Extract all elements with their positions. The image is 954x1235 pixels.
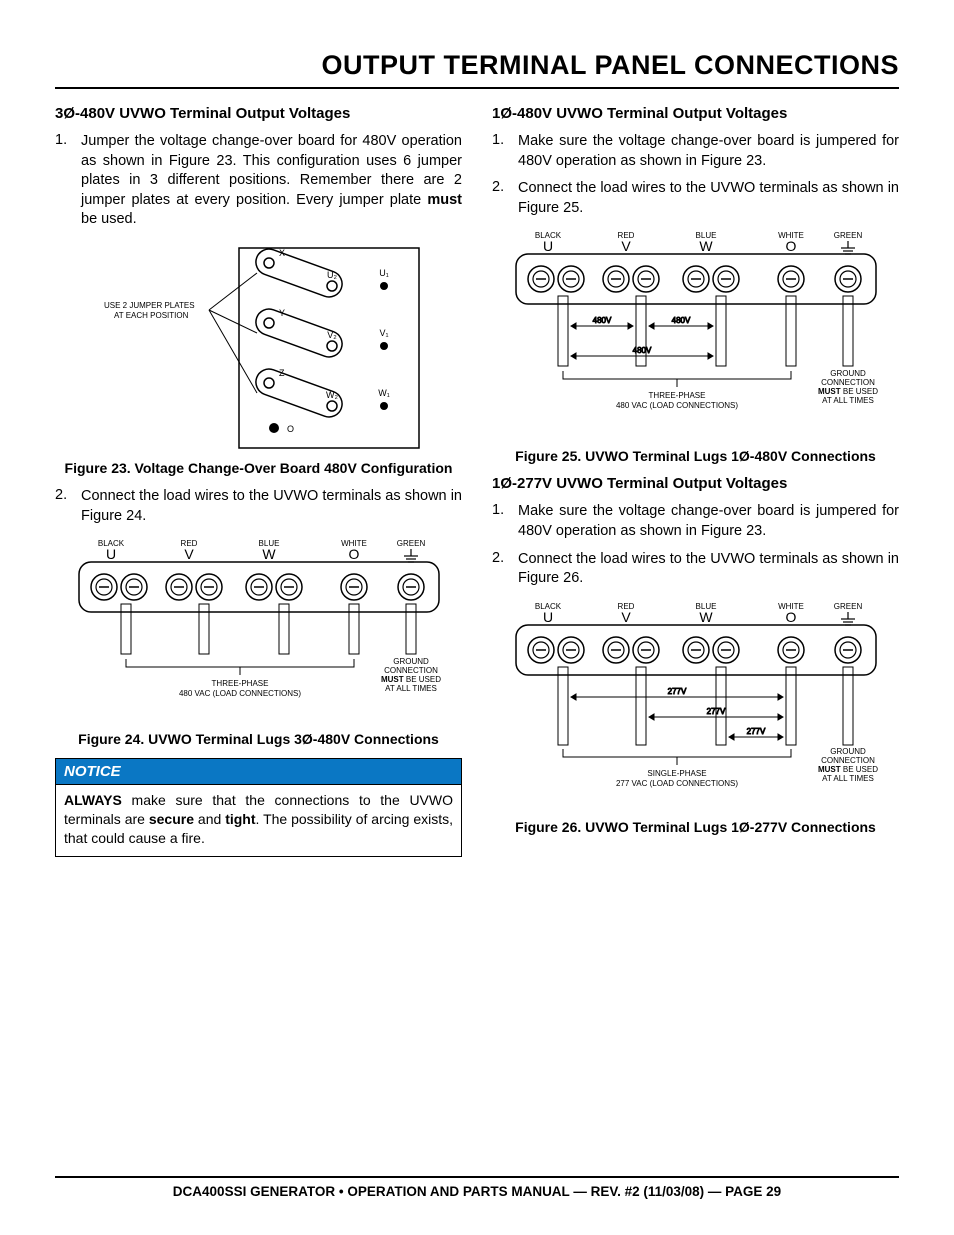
svg-text:CONNECTION: CONNECTION [821, 378, 875, 387]
left-subhead-1: 3Ø-480V UVWO Terminal Output Voltages [55, 105, 462, 122]
svg-text:V₁: V₁ [379, 328, 388, 338]
svg-text:AT ALL TIMES: AT ALL TIMES [822, 774, 874, 783]
svg-text:Y: Y [279, 308, 285, 318]
svg-text:O: O [785, 609, 796, 625]
svg-text:USE 2 JUMPER PLATES: USE 2 JUMPER PLATES [104, 301, 195, 310]
list-text: Jumper the voltage change-over board for… [81, 132, 462, 230]
footer-rule [55, 1176, 899, 1178]
svg-text:GROUND: GROUND [830, 369, 866, 378]
left-column: 3Ø-480V UVWO Terminal Output Voltages 1.… [55, 103, 462, 857]
svg-text:O: O [348, 546, 359, 562]
title-rule [55, 87, 899, 89]
svg-text:U₁: U₁ [379, 268, 389, 278]
right-column: 1Ø-480V UVWO Terminal Output Voltages 1.… [492, 103, 899, 857]
svg-text:MUST BE USED: MUST BE USED [817, 765, 877, 774]
svg-text:277V: 277V [706, 707, 725, 716]
svg-text:CONNECTION: CONNECTION [821, 756, 875, 765]
svg-text:MUST BE USED: MUST BE USED [380, 675, 440, 684]
svg-text:O: O [287, 424, 294, 434]
svg-text:THREE-PHASE: THREE-PHASE [211, 679, 268, 688]
svg-text:W: W [262, 546, 276, 562]
svg-text:V: V [621, 609, 631, 625]
svg-text:O: O [785, 238, 796, 254]
figure-24-caption: Figure 24. UVWO Terminal Lugs 3Ø-480V Co… [55, 730, 462, 748]
svg-text:GREEN: GREEN [833, 602, 862, 611]
list-text: Connect the load wires to the UVWO termi… [81, 487, 462, 526]
two-column-body: 3Ø-480V UVWO Terminal Output Voltages 1.… [55, 103, 899, 857]
svg-text:GREEN: GREEN [833, 231, 862, 240]
svg-text:AT ALL TIMES: AT ALL TIMES [385, 684, 437, 693]
figure-25: BLACK U RED V BLUE W WHITE O GREEN [492, 226, 899, 441]
svg-text:480 VAC (LOAD CONNECTIONS): 480 VAC (LOAD CONNECTIONS) [615, 401, 737, 410]
svg-text:GROUND: GROUND [830, 747, 866, 756]
svg-text:480V: 480V [592, 316, 611, 325]
list-num: 1. [55, 132, 71, 230]
terminal-lugs-1ph-480v-svg: BLACK U RED V BLUE W WHITE O GREEN [496, 226, 896, 441]
left-list-1: 1. Jumper the voltage change-over board … [55, 132, 462, 230]
svg-text:U₂: U₂ [327, 270, 337, 280]
svg-text:480 VAC (LOAD CONNECTIONS): 480 VAC (LOAD CONNECTIONS) [178, 689, 300, 698]
svg-text:U: U [105, 546, 115, 562]
notice-header: NOTICE [56, 759, 461, 785]
svg-text:480V: 480V [671, 316, 690, 325]
figure-23-caption: Figure 23. Voltage Change-Over Board 480… [55, 459, 462, 477]
right-subhead-1: 1Ø-480V UVWO Terminal Output Voltages [492, 105, 899, 122]
svg-text:277V: 277V [667, 687, 686, 696]
figure-26-caption: Figure 26. UVWO Terminal Lugs 1Ø-277V Co… [492, 818, 899, 836]
svg-text:V: V [621, 238, 631, 254]
figure-26: BLACK U RED V BLUE W WHITE O GREEN [492, 597, 899, 812]
svg-text:W₁: W₁ [378, 388, 390, 398]
figure-25-caption: Figure 25. UVWO Terminal Lugs 1Ø-480V Co… [492, 447, 899, 465]
list-num: 2. [55, 487, 71, 526]
svg-text:480V: 480V [632, 346, 651, 355]
svg-text:V: V [184, 546, 194, 562]
notice-body: ALWAYS make sure that the connections to… [56, 785, 461, 856]
left-list-2: 2. Connect the load wires to the UVWO te… [55, 487, 462, 526]
svg-text:SINGLE-PHASE: SINGLE-PHASE [647, 769, 706, 778]
svg-text:W: W [699, 238, 713, 254]
right-list-2: 1.Make sure the voltage change-over boar… [492, 502, 899, 588]
figure-23: U₁ V₁ W₁ O X U₂ [55, 238, 462, 453]
page-footer: DCA400SSI GENERATOR • OPERATION AND PART… [55, 1176, 899, 1199]
notice-box: NOTICE ALWAYS make sure that the connect… [55, 758, 462, 857]
svg-text:277 VAC (LOAD CONNECTIONS): 277 VAC (LOAD CONNECTIONS) [615, 779, 737, 788]
right-subhead-2: 1Ø-277V UVWO Terminal Output Voltages [492, 475, 899, 492]
footer-text: DCA400SSI GENERATOR • OPERATION AND PART… [55, 1184, 899, 1199]
svg-text:AT ALL TIMES: AT ALL TIMES [822, 396, 874, 405]
figure-24: BLACK U RED V BLUE W WHITE O GREEN [55, 534, 462, 724]
terminal-lugs-1ph-277v-svg: BLACK U RED V BLUE W WHITE O GREEN [496, 597, 896, 812]
svg-text:THREE-PHASE: THREE-PHASE [648, 391, 705, 400]
svg-text:X: X [279, 248, 285, 258]
terminal-lugs-3ph-480v-svg: BLACK U RED V BLUE W WHITE O GREEN [59, 534, 459, 724]
svg-text:CONNECTION: CONNECTION [384, 666, 438, 675]
svg-text:Z: Z [279, 368, 285, 378]
svg-text:MUST BE USED: MUST BE USED [817, 387, 877, 396]
svg-text:V₂: V₂ [327, 330, 337, 340]
svg-text:AT EACH POSITION: AT EACH POSITION [114, 311, 189, 320]
svg-text:GROUND: GROUND [393, 657, 429, 666]
svg-text:277V: 277V [746, 727, 765, 736]
svg-text:W₂: W₂ [326, 390, 338, 400]
svg-text:W: W [699, 609, 713, 625]
svg-text:U: U [542, 609, 552, 625]
right-list-1: 1.Make sure the voltage change-over boar… [492, 132, 899, 218]
svg-text:U: U [542, 238, 552, 254]
page-title: OUTPUT TERMINAL PANEL CONNECTIONS [55, 50, 899, 81]
svg-text:GREEN: GREEN [396, 539, 425, 548]
